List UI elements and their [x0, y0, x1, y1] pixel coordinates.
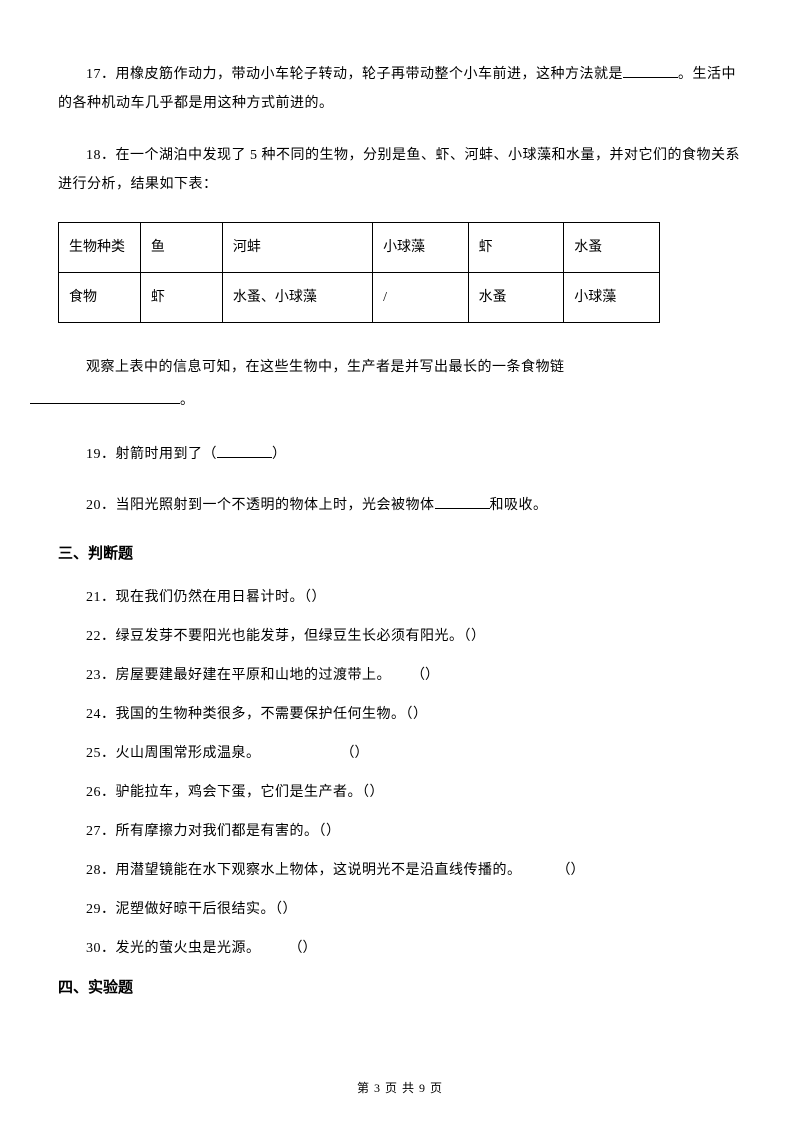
table-cell: 水蚤、小球藻	[222, 272, 372, 322]
q25-text: 25．火山周围常形成温泉。	[86, 746, 261, 761]
question-29: 29．泥塑做好晾干后很结实。（）	[58, 899, 742, 920]
table-cell: 河蚌	[222, 222, 372, 272]
table-cell: 小球藻	[373, 222, 469, 272]
q23-text: 23．房屋要建最好建在平原和山地的过渡带上。	[86, 668, 391, 683]
section-3-heading: 三、判断题	[58, 543, 742, 566]
question-30: 30．发光的萤火虫是光源。 （）	[58, 938, 742, 959]
table-cell: 虾	[140, 272, 222, 322]
q27-text: 27．所有摩擦力对我们都是有害的。（	[86, 824, 326, 839]
question-20: 20．当阳光照射到一个不透明的物体上时，光会被物体 和吸收。	[58, 491, 742, 520]
q29-text: 29．泥塑做好晾干后很结实。（	[86, 902, 283, 917]
question-23: 23．房屋要建最好建在平原和山地的过渡带上。 （）	[58, 665, 742, 686]
q18-blank-foodchain[interactable]	[30, 390, 180, 404]
table-cell: 虾	[468, 222, 564, 272]
question-19: 19．射箭时用到了（ ）	[58, 440, 742, 469]
section-4-heading: 四、实验题	[58, 977, 742, 1000]
q25-pa: （	[341, 746, 355, 761]
q20-text-b: 和吸收。	[490, 498, 548, 513]
q18-after: 观察上表中的信息可知，在这些生物中，生产者是并写出最长的一条食物链 。	[58, 351, 742, 418]
q27-b: ）	[326, 824, 341, 839]
q22-text: 22．绿豆发芽不要阳光也能发芽，但绿豆生长必须有阳光。（	[86, 629, 471, 644]
table-cell: 食物	[59, 272, 141, 322]
table-cell: 水蚤	[468, 272, 564, 322]
q22-b: ）	[471, 629, 486, 644]
question-26: 26．驴能拉车，鸡会下蛋，它们是生产者。（）	[58, 782, 742, 803]
q19-text: 19．射箭时用到了（	[86, 447, 217, 462]
q23-pb: ）	[425, 668, 440, 683]
q19-text-b: ）	[272, 447, 287, 462]
q21-b: ）	[312, 590, 327, 605]
question-21: 21．现在我们仍然在用日晷计时。（）	[58, 587, 742, 608]
question-27: 27．所有摩擦力对我们都是有害的。（）	[58, 821, 742, 842]
q26-b: ）	[370, 785, 385, 800]
q30-pa: （	[289, 941, 303, 956]
question-18-intro: 18．在一个湖泊中发现了 5 种不同的生物，分别是鱼、虾、河蚌、小球藻和水量，并…	[58, 141, 742, 200]
q19-blank[interactable]	[217, 444, 272, 458]
q28-text: 28．用潜望镜能在水下观察水上物体，这说明光不是沿直线传播的。	[86, 863, 522, 878]
q18-after-b: 并写出最长的一条食物链	[405, 360, 565, 375]
table-row: 食物 虾 水蚤、小球藻 / 水蚤 小球藻	[59, 272, 660, 322]
q24-b: ）	[413, 707, 428, 722]
question-22: 22．绿豆发芽不要阳光也能发芽，但绿豆生长必须有阳光。（）	[58, 626, 742, 647]
question-25: 25．火山周围常形成温泉。 （）	[58, 743, 742, 764]
table-cell: 鱼	[140, 222, 222, 272]
table-cell: 水蚤	[564, 222, 660, 272]
q20-text: 20．当阳光照射到一个不透明的物体上时，光会被物体	[86, 498, 435, 513]
q21-text: 21．现在我们仍然在用日晷计时。（	[86, 590, 312, 605]
q30-text: 30．发光的萤火虫是光源。	[86, 941, 261, 956]
table-cell: /	[373, 272, 469, 322]
q24-text: 24．我国的生物种类很多，不需要保护任何生物。（	[86, 707, 413, 722]
q20-blank[interactable]	[435, 495, 490, 509]
table-row: 生物种类 鱼 河蚌 小球藻 虾 水蚤	[59, 222, 660, 272]
table-cell: 小球藻	[564, 272, 660, 322]
q18-after-c: 。	[180, 393, 195, 408]
question-17: 17．用橡皮筋作动力，带动小车轮子转动，轮子再带动整个小车前进，这种方法就是。生…	[58, 60, 742, 119]
q18-intro-text: 18．在一个湖泊中发现了 5 种不同的生物，分别是鱼、虾、河蚌、小球藻和水量，并…	[58, 148, 740, 192]
q18-table: 生物种类 鱼 河蚌 小球藻 虾 水蚤 食物 虾 水蚤、小球藻 / 水蚤 小球藻	[58, 222, 660, 323]
question-24: 24．我国的生物种类很多，不需要保护任何生物。（）	[58, 704, 742, 725]
q28-pa: （	[557, 863, 571, 878]
q18-after-a: 观察上表中的信息可知，在这些生物中，生产者是	[86, 360, 405, 375]
page-footer: 第 3 页 共 9 页	[0, 1079, 800, 1097]
q30-pb: ）	[303, 941, 318, 956]
q23-pa: （	[411, 668, 425, 683]
q17-prefix: 17．用橡皮筋作动力，带动小车轮子转动，轮子再带动整个小车前进，这种方法就是	[86, 67, 623, 82]
q17-blank[interactable]	[623, 64, 678, 78]
q25-pb: ）	[355, 746, 370, 761]
q28-pb: ）	[571, 863, 586, 878]
q29-b: ）	[283, 902, 298, 917]
table-cell: 生物种类	[59, 222, 141, 272]
q26-text: 26．驴能拉车，鸡会下蛋，它们是生产者。（	[86, 785, 370, 800]
question-28: 28．用潜望镜能在水下观察水上物体，这说明光不是沿直线传播的。 （）	[58, 860, 742, 881]
